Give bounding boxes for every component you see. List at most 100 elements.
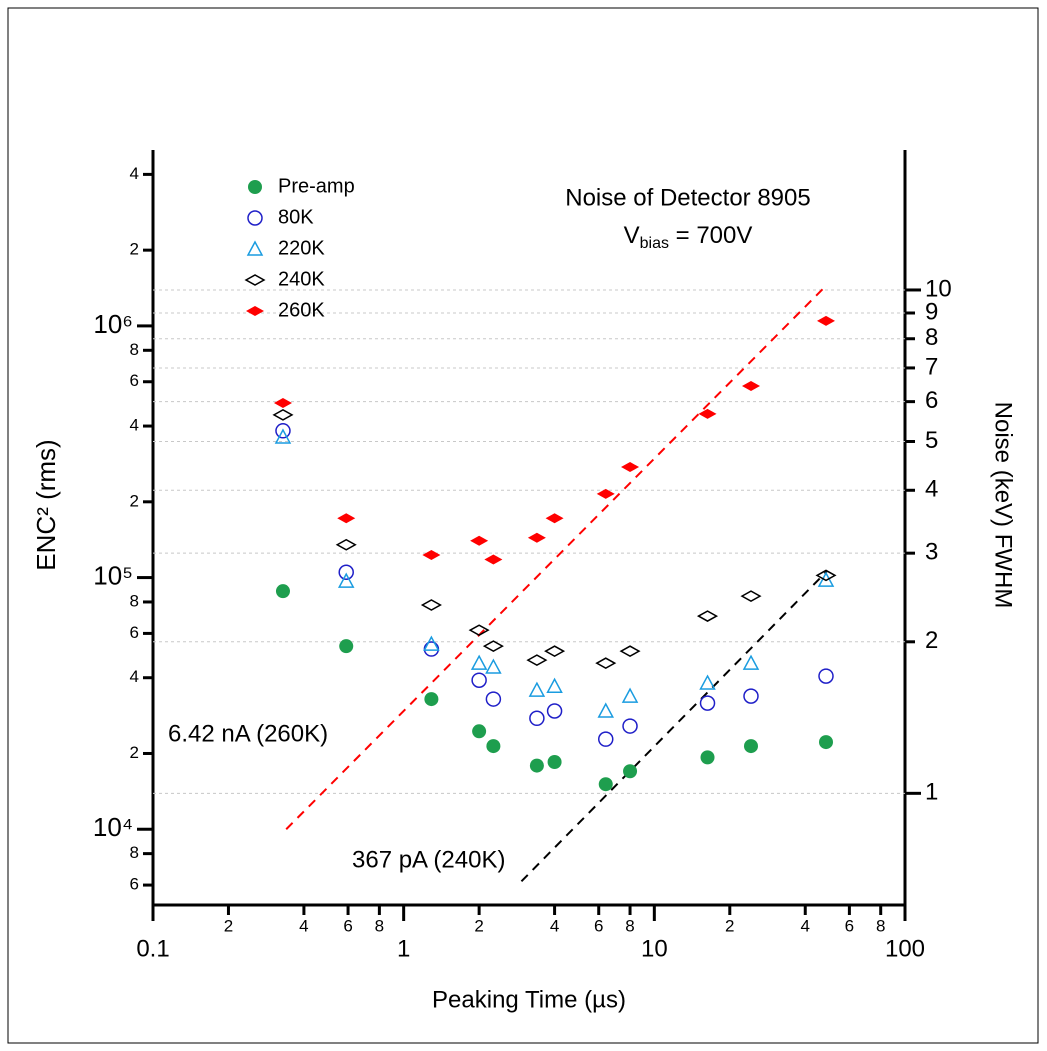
point: [529, 758, 544, 773]
x-tick-label: 2: [474, 916, 483, 935]
point: [337, 513, 356, 524]
x-tick-label: 4: [299, 916, 308, 935]
point: [468, 624, 490, 637]
x-tick-label: 2: [224, 916, 233, 935]
point: [546, 677, 563, 693]
x-axis-label: Peaking Time (µs): [432, 986, 626, 1013]
point: [423, 635, 440, 651]
y-tick-label: 6: [130, 371, 139, 390]
y-tick-label: 8: [130, 843, 139, 862]
y2-tick-label: 2: [925, 627, 938, 654]
point: [621, 462, 640, 473]
y-tick-label: 6: [130, 875, 139, 894]
x-tick-label: 6: [594, 916, 603, 935]
y-tick-label: 2: [130, 743, 139, 762]
y-tick-label: 2: [130, 240, 139, 259]
point: [486, 739, 501, 754]
point: [743, 739, 758, 754]
legend-label: 240K: [278, 268, 325, 290]
y-tick-label: 4: [130, 667, 139, 686]
point: [815, 569, 837, 582]
point: [470, 535, 489, 546]
point: [275, 423, 291, 439]
y2-tick-label: 3: [925, 539, 938, 566]
y-axis-label: ENC² (rms): [31, 439, 61, 570]
x-tick-label: 8: [625, 916, 634, 935]
point: [337, 572, 355, 588]
point: [598, 777, 613, 792]
point: [420, 599, 442, 611]
chart-subtitle: Vbias = 700V: [624, 222, 753, 252]
point: [819, 735, 834, 750]
point: [597, 702, 615, 718]
point: [699, 695, 716, 711]
point: [596, 488, 615, 499]
point: [699, 674, 716, 690]
y-tick-label: 4: [130, 416, 139, 435]
point: [528, 681, 546, 697]
x-tick-label: 2: [725, 916, 734, 935]
point: [597, 731, 614, 747]
y2-tick-label: 1: [925, 779, 938, 806]
point: [741, 381, 760, 392]
legend-label: 220K: [278, 237, 325, 259]
point: [698, 408, 717, 419]
point: [422, 549, 441, 560]
x-tick-label: 0.1: [136, 935, 169, 962]
point: [544, 645, 566, 658]
point: [246, 240, 264, 256]
point: [339, 639, 354, 654]
x-tick-label: 4: [550, 916, 559, 935]
y2-tick-label: 7: [925, 353, 938, 380]
point: [482, 640, 504, 653]
point: [529, 710, 545, 727]
point: [424, 692, 439, 707]
x-tick-label: 1: [397, 935, 410, 962]
point: [274, 428, 292, 444]
point: [484, 554, 503, 565]
y2-tick-label: 5: [925, 427, 938, 454]
point: [248, 180, 262, 194]
point: [423, 641, 440, 657]
y2-tick-label: 4: [925, 476, 938, 503]
point: [595, 657, 617, 670]
point: [547, 755, 562, 770]
y2-tick-label: 6: [925, 387, 938, 414]
point: [338, 564, 354, 580]
point: [527, 532, 546, 543]
y-tick-label: 4: [130, 164, 139, 183]
point: [244, 274, 266, 286]
point: [818, 668, 834, 684]
y2-tick-label: 9: [925, 298, 938, 325]
y-tick-label: 10⁵: [93, 560, 133, 590]
point: [335, 538, 357, 551]
point: [485, 658, 502, 674]
point: [742, 654, 760, 670]
x-tick-label: 8: [876, 916, 885, 935]
point: [246, 306, 264, 316]
point: [275, 584, 290, 599]
y2-tick-label: 10: [925, 275, 952, 302]
annotation: 6.42 nA (260K): [168, 720, 328, 747]
point: [472, 724, 487, 739]
annotation: 367 pA (240K): [352, 846, 505, 873]
y-tick-label: 6: [130, 623, 139, 642]
point: [817, 315, 836, 326]
point: [470, 654, 488, 670]
x-tick-label: 8: [375, 916, 384, 935]
y2-tick-label: 8: [925, 324, 938, 351]
point: [619, 645, 641, 658]
legend-label: Pre-amp: [278, 175, 355, 197]
x-tick-label: 4: [801, 916, 810, 935]
y-tick-label: 10⁴: [93, 812, 133, 842]
point: [621, 687, 639, 703]
y-tick-label: 8: [130, 340, 139, 359]
y-tick-label: 2: [130, 491, 139, 510]
y2-axis-label: Noise (keV) FWHM: [990, 402, 1017, 609]
legend-label: 80K: [278, 206, 314, 228]
point: [247, 210, 263, 226]
legend-label: 260K: [278, 299, 325, 321]
point: [623, 764, 638, 779]
point: [545, 513, 564, 524]
